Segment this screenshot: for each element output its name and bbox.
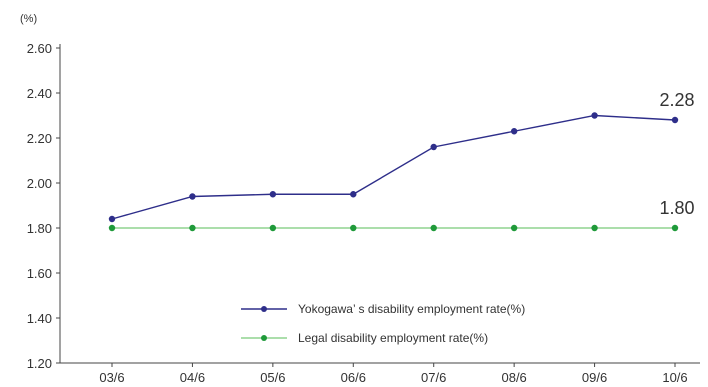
- end-value-label-yokogawa: 2.28: [659, 90, 694, 110]
- data-point: [269, 191, 277, 198]
- end-labels: 2.28 1.80: [659, 90, 694, 218]
- y-tick-label: 2.40: [27, 86, 52, 101]
- data-point: [510, 128, 518, 135]
- end-value-label-legal: 1.80: [659, 198, 694, 218]
- y-tick-label: 2.00: [27, 176, 52, 191]
- data-point: [671, 116, 679, 124]
- x-axis-ticks: 03/6 04/6 05/6 06/6 07/6 08/6 09/6 10/6: [99, 363, 688, 385]
- x-tick-label: 08/6: [501, 370, 526, 385]
- data-point: [430, 143, 437, 151]
- data-point: [591, 112, 598, 119]
- y-axis-ticks: 2.60 2.40 2.20 2.00 1.80 1.60 1.40 1.20: [27, 41, 60, 371]
- data-point: [108, 215, 116, 223]
- data-point: [430, 224, 437, 232]
- legend-label: Yokogawa’ s disability employment rate(%…: [298, 302, 525, 316]
- legend-swatch-marker: [261, 335, 267, 341]
- y-tick-label: 1.80: [27, 221, 52, 236]
- y-tick-label: 2.20: [27, 131, 52, 146]
- x-tick-label: 03/6: [99, 370, 124, 385]
- legend: Yokogawa’ s disability employment rate(%…: [241, 302, 525, 345]
- y-tick-label: 2.60: [27, 41, 52, 56]
- data-point: [189, 193, 196, 200]
- series-line: [111, 114, 676, 220]
- series-layer: [108, 112, 679, 232]
- x-tick-label: 06/6: [341, 370, 366, 385]
- legend-label: Legal disability employment rate(%): [298, 331, 488, 345]
- data-point: [671, 224, 679, 232]
- x-tick-label: 09/6: [582, 370, 607, 385]
- series-legal: [108, 224, 679, 232]
- axes: (%): [20, 13, 700, 364]
- x-tick-label: 07/6: [421, 370, 446, 385]
- data-point: [510, 224, 518, 232]
- data-point: [189, 224, 196, 232]
- x-tick-label: 05/6: [260, 370, 285, 385]
- data-point: [350, 224, 357, 232]
- data-point: [591, 224, 598, 232]
- legend-item-yokogawa: Yokogawa’ s disability employment rate(%…: [241, 302, 525, 316]
- legend-swatch-marker: [261, 306, 267, 312]
- legend-item-legal: Legal disability employment rate(%): [241, 331, 488, 345]
- series-yokogawa: [108, 112, 679, 223]
- data-point: [350, 191, 357, 198]
- x-tick-label: 10/6: [662, 370, 687, 385]
- x-tick-label: 04/6: [180, 370, 205, 385]
- data-point: [269, 224, 277, 232]
- y-tick-label: 1.20: [27, 356, 52, 371]
- y-tick-label: 1.60: [27, 266, 52, 281]
- y-axis-unit-label: (%): [20, 13, 37, 25]
- data-point: [108, 224, 116, 232]
- y-tick-label: 1.40: [27, 311, 52, 326]
